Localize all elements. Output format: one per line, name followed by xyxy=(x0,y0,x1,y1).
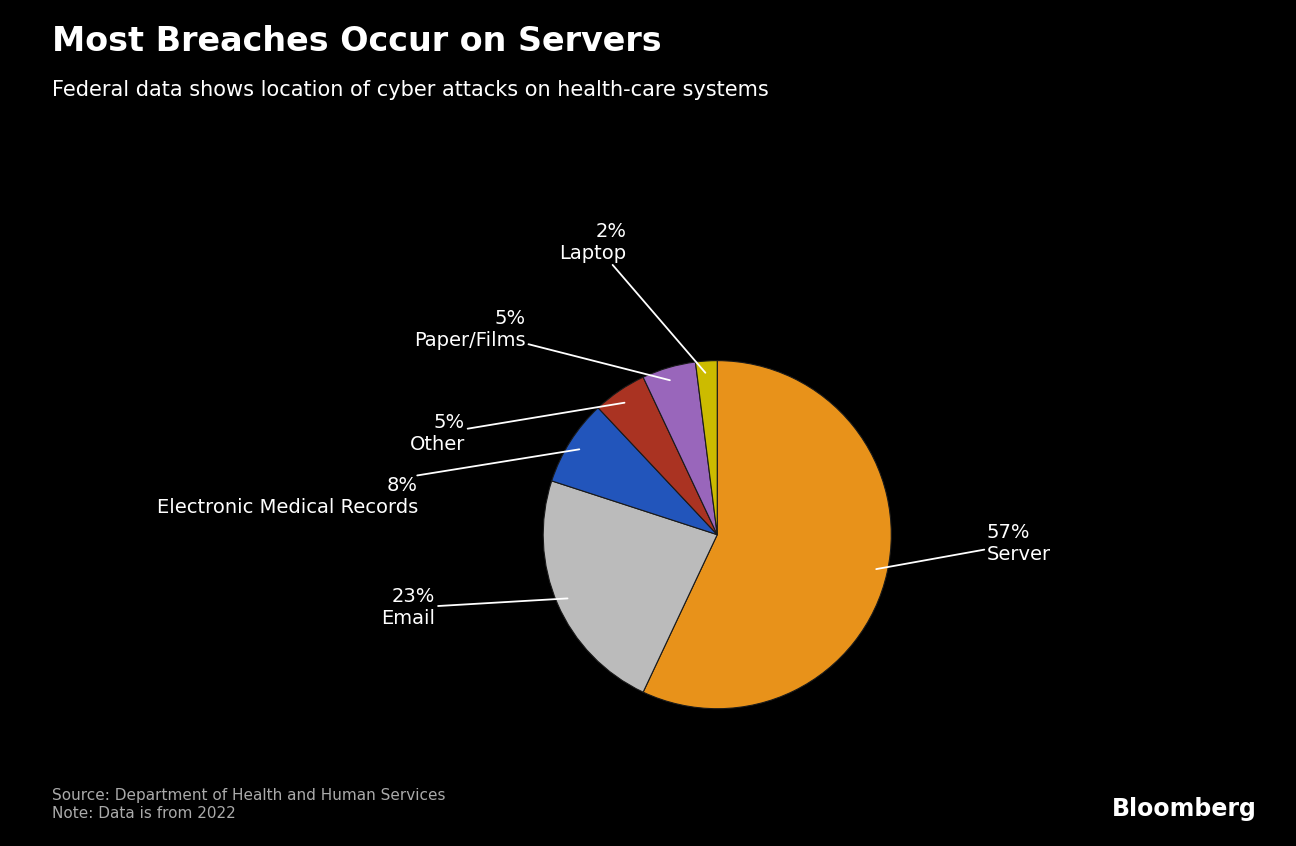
Text: 8%
Electronic Medical Records: 8% Electronic Medical Records xyxy=(157,449,579,517)
Text: 5%
Paper/Films: 5% Paper/Films xyxy=(415,309,670,380)
Wedge shape xyxy=(696,360,717,535)
Text: 57%
Server: 57% Server xyxy=(876,523,1051,569)
Text: 2%
Laptop: 2% Laptop xyxy=(560,222,705,373)
Text: Most Breaches Occur on Servers: Most Breaches Occur on Servers xyxy=(52,25,661,58)
Text: Federal data shows location of cyber attacks on health-care systems: Federal data shows location of cyber att… xyxy=(52,80,769,101)
Text: Bloomberg: Bloomberg xyxy=(1112,797,1257,821)
Wedge shape xyxy=(643,362,717,535)
Wedge shape xyxy=(643,360,892,709)
Text: 23%
Email: 23% Email xyxy=(381,587,568,629)
Text: Source: Department of Health and Human Services
Note: Data is from 2022: Source: Department of Health and Human S… xyxy=(52,788,446,821)
Wedge shape xyxy=(552,408,717,535)
Wedge shape xyxy=(599,377,717,535)
Wedge shape xyxy=(543,481,717,692)
Text: 5%
Other: 5% Other xyxy=(410,403,625,454)
